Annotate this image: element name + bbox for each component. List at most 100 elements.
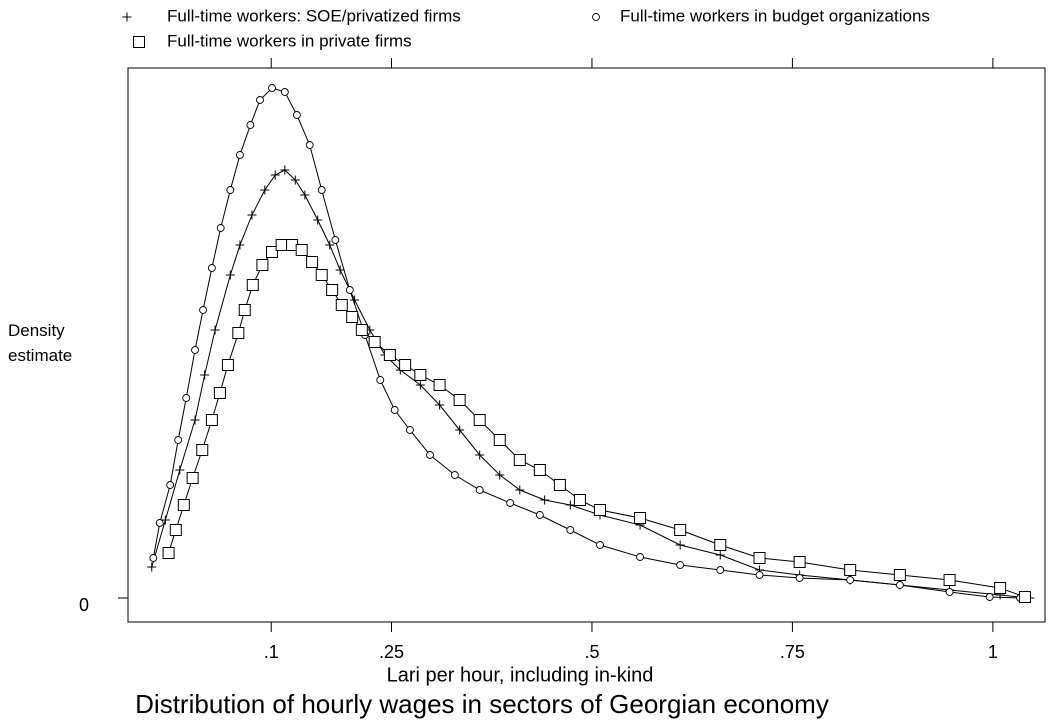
data-point — [275, 239, 288, 251]
data-point — [225, 270, 235, 280]
x-tick-label: .5 — [584, 642, 599, 662]
x-tick-label: .25 — [379, 642, 404, 662]
data-point — [844, 564, 857, 576]
data-point — [376, 376, 385, 384]
legend-marker — [592, 13, 600, 21]
data-point — [169, 524, 182, 536]
data-point — [634, 512, 647, 524]
data-point — [295, 244, 308, 256]
data-point — [238, 304, 251, 316]
data-point — [593, 504, 606, 516]
x-tick-label: .75 — [780, 642, 805, 662]
data-point — [390, 406, 399, 414]
data-point — [235, 151, 244, 159]
data-point — [221, 359, 234, 371]
data-point — [256, 96, 264, 104]
data-point — [200, 370, 210, 380]
data-point — [566, 526, 575, 534]
data-point — [475, 450, 485, 460]
data-point — [473, 414, 486, 426]
data-point — [793, 556, 806, 568]
series-line — [152, 87, 1021, 599]
data-point — [331, 236, 340, 244]
data-point — [405, 426, 414, 434]
data-point — [270, 170, 280, 180]
data-point — [846, 576, 855, 584]
data-point — [205, 414, 218, 426]
data-point — [399, 359, 412, 371]
data-point — [435, 400, 445, 410]
chart-title: Distribution of hourly wages in sectors … — [135, 689, 829, 719]
data-point — [247, 210, 257, 220]
data-point — [893, 569, 906, 581]
data-point — [674, 524, 687, 536]
data-point — [149, 554, 158, 562]
data-point — [155, 519, 164, 527]
data-point — [506, 499, 515, 507]
data-point — [216, 224, 225, 232]
legend-label: Full-time workers in budget organization… — [620, 6, 930, 25]
data-point — [513, 454, 526, 466]
data-point — [186, 472, 199, 484]
series-line — [151, 169, 1030, 599]
data-point — [985, 593, 994, 601]
data-point — [515, 485, 525, 495]
data-point — [475, 486, 484, 494]
data-point — [355, 324, 368, 336]
y-tick-label: 0 — [79, 595, 89, 615]
data-point — [895, 581, 904, 589]
data-point — [207, 264, 216, 272]
plot-frame — [127, 67, 1046, 623]
legend-label: Full-time workers in private firms — [167, 31, 412, 50]
x-tick-label: 1 — [988, 642, 998, 662]
data-point — [383, 349, 396, 361]
data-point — [232, 327, 245, 339]
data-point — [313, 215, 323, 225]
data-point — [753, 552, 766, 564]
data-point — [943, 574, 956, 586]
data-point — [246, 121, 255, 129]
data-point — [553, 479, 566, 491]
data-point — [147, 562, 157, 572]
data-point — [268, 84, 276, 92]
data-point — [994, 582, 1007, 594]
data-point — [174, 436, 183, 444]
data-point — [676, 561, 685, 569]
data-point — [755, 571, 764, 579]
data-point — [166, 481, 175, 489]
data-point — [306, 256, 319, 268]
x-tick-label: .1 — [264, 642, 279, 662]
data-point — [415, 380, 425, 390]
data-point — [368, 336, 381, 348]
data-point — [226, 186, 235, 194]
data-point — [714, 539, 727, 551]
data-point — [715, 550, 725, 560]
data-point — [266, 246, 279, 258]
data-point — [414, 369, 427, 381]
data-point — [945, 588, 954, 596]
data-point — [210, 325, 220, 335]
data-point — [175, 465, 185, 475]
data-point — [326, 284, 339, 296]
data-point — [235, 240, 245, 250]
data-point — [325, 240, 335, 250]
data-point — [426, 451, 434, 459]
legend-marker — [122, 12, 132, 22]
data-point — [433, 379, 446, 391]
data-point — [280, 165, 290, 175]
data-point — [493, 434, 506, 446]
data-point — [455, 425, 465, 435]
data-point — [345, 286, 354, 294]
data-point — [335, 265, 345, 275]
data-point — [177, 499, 190, 511]
data-point — [246, 279, 259, 291]
data-point — [535, 511, 544, 519]
data-point — [565, 500, 575, 510]
data-point — [160, 515, 170, 525]
data-point — [260, 185, 270, 195]
data-point — [280, 88, 289, 96]
x-axis-label: Lari per hour, including in-kind — [387, 664, 654, 686]
data-point — [596, 541, 604, 549]
data-point — [450, 471, 459, 479]
